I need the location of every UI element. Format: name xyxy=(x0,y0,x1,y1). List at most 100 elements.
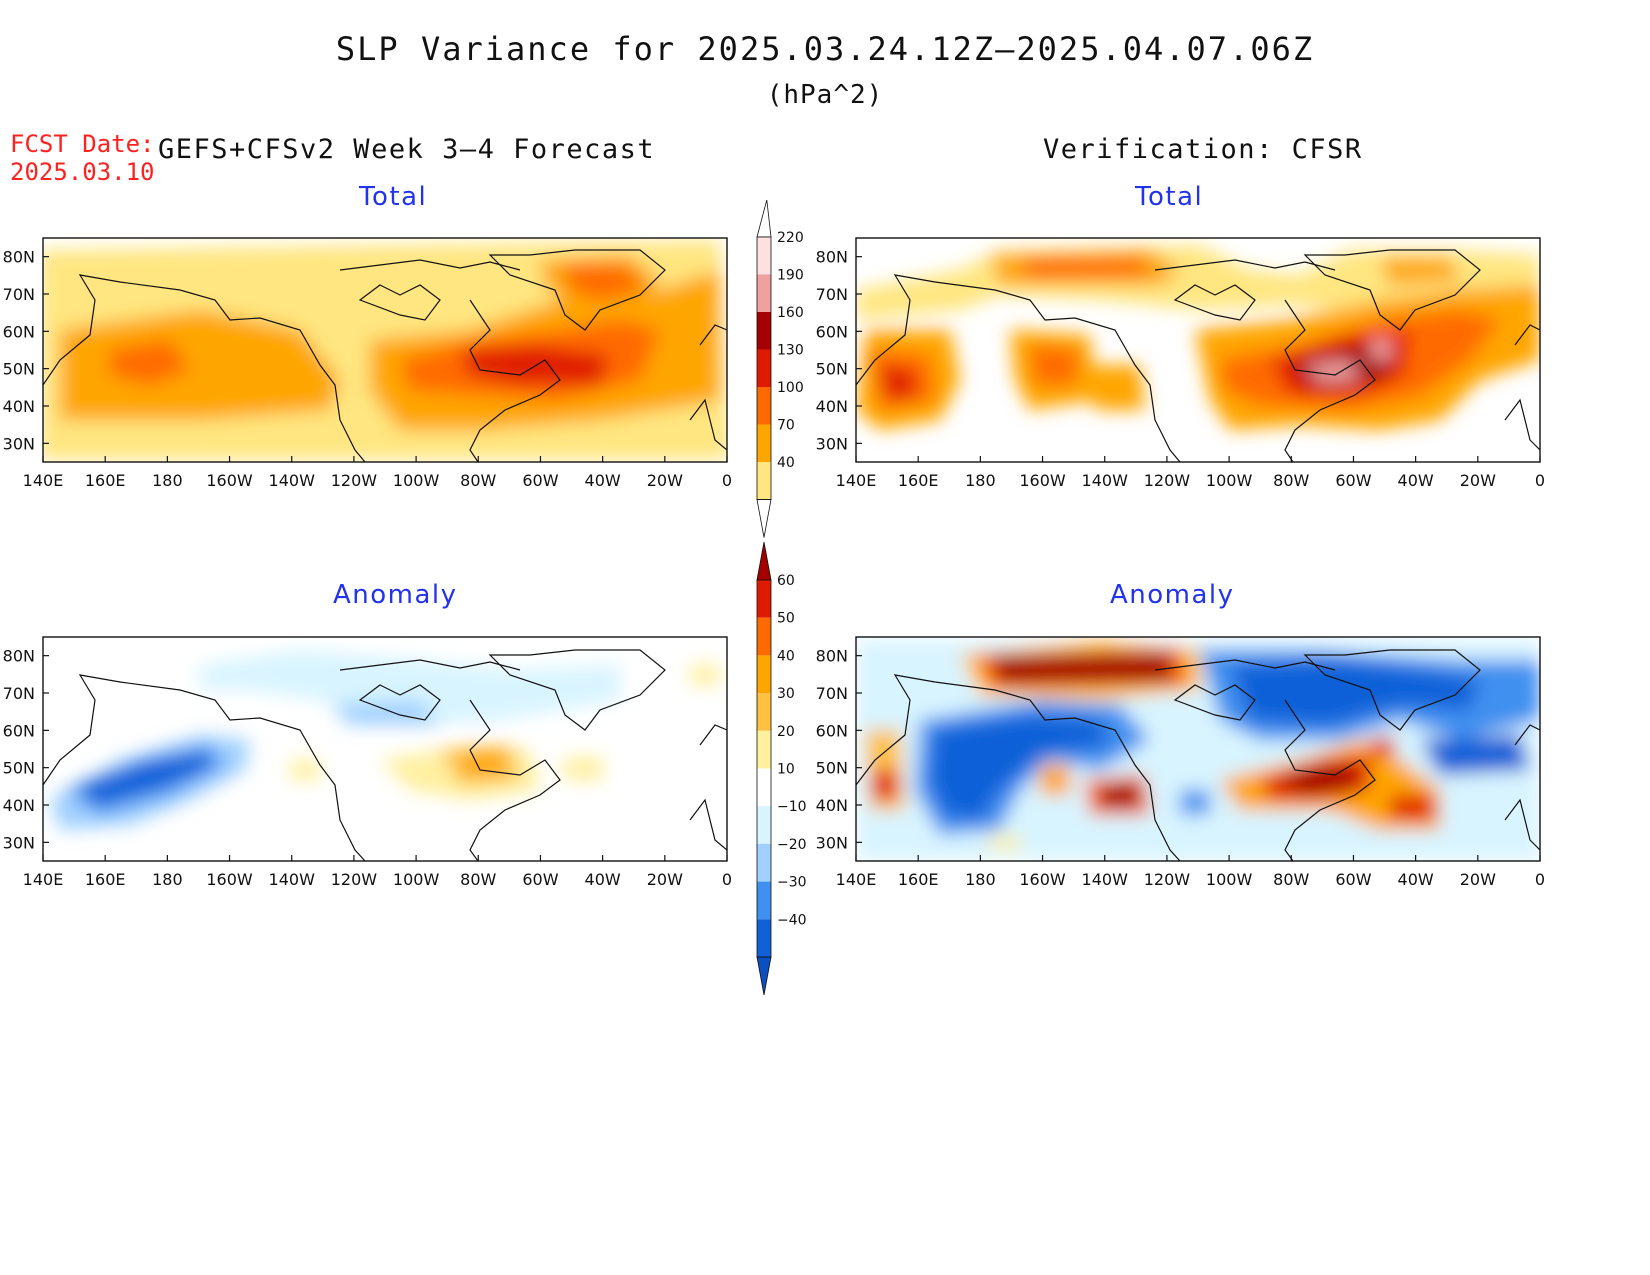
colorbar-label: 50 xyxy=(777,611,795,627)
lat-tick-label: 50N xyxy=(816,759,848,778)
lon-tick-label: 0 xyxy=(1535,870,1545,889)
colorbar-label: 190 xyxy=(777,268,804,284)
forecast-total-map: 140E 160E 180 160W 140W 120W 100W 80W 60W 40W 20W 0… xyxy=(3,237,732,490)
lat-tick-label: 30N xyxy=(3,833,35,852)
total-colorbar: 220 190 160 130 100 70 40 xyxy=(756,199,804,538)
lon-tick-label: 180 xyxy=(965,471,996,490)
colorbar-label: 130 xyxy=(777,343,804,359)
lon-tick-label: 20W xyxy=(647,870,683,889)
colorbar-label: 10 xyxy=(777,762,795,778)
lat-tick-label: 30N xyxy=(816,434,848,453)
lon-tick-label: 100W xyxy=(393,870,440,889)
left-column-header: GEFS+CFSv2 Week 3–4 Forecast xyxy=(158,134,656,165)
lon-tick-label: 120W xyxy=(331,471,378,490)
lat-tick-label: 40N xyxy=(3,397,35,416)
lon-tick-label: 160W xyxy=(206,870,253,889)
colorbar-label: 40 xyxy=(777,455,795,471)
colorbar-swatch xyxy=(757,730,771,769)
colorbar-top-arrow xyxy=(756,541,772,581)
lat-tick-label: 30N xyxy=(3,434,35,453)
verification-total-field xyxy=(856,245,1540,430)
colorbar-swatch xyxy=(757,655,771,694)
lon-tick-label: 140E xyxy=(836,471,877,490)
colorbar-swatch xyxy=(757,693,771,731)
forecast-anomaly-axes: 140E 160E 180 160W 140W 120W 100W 80W 60W 40W 20W 0… xyxy=(3,647,732,889)
lat-tick-label: 50N xyxy=(3,759,35,778)
lon-tick-label: 120W xyxy=(1144,471,1191,490)
colorbar-swatch xyxy=(757,424,771,462)
lon-tick-label: 180 xyxy=(152,870,183,889)
verification-anomaly-map: 140E 160E 180 160W 140W 120W 100W 80W 60W 40W 20W 0… xyxy=(816,636,1545,889)
colorbar-label: −20 xyxy=(777,837,807,853)
colorbar-swatch xyxy=(757,237,771,275)
forecast-anomaly-field xyxy=(50,650,720,830)
colorbar-frame xyxy=(756,236,772,500)
lat-tick-label: 70N xyxy=(3,285,35,304)
colorbar-swatch xyxy=(757,881,771,920)
verification-anomaly-label: Anomaly xyxy=(1110,580,1235,610)
verification-total-axes: 140E 160E 180 160W 140W 120W 100W 80W 60W 40W 20W 0… xyxy=(816,248,1545,490)
colorbar-swatch xyxy=(757,387,771,425)
forecast-total-frame xyxy=(42,237,728,463)
lon-tick-label: 180 xyxy=(152,471,183,490)
lat-tick-label: 70N xyxy=(816,285,848,304)
lon-tick-label: 0 xyxy=(722,870,732,889)
lon-tick-label: 160E xyxy=(898,471,939,490)
lat-tick-label: 70N xyxy=(3,684,35,703)
lon-tick-label: 140E xyxy=(836,870,877,889)
colorbar-swatch xyxy=(757,312,771,350)
colorbar-top-arrow xyxy=(756,199,772,238)
lat-tick-label: 40N xyxy=(816,796,848,815)
verification-anomaly-axes: 140E 160E 180 160W 140W 120W 100W 80W 60W 40W 20W 0… xyxy=(816,647,1545,889)
forecast-total-label: Total xyxy=(359,182,428,212)
colorbar-label: 60 xyxy=(777,573,795,589)
forecast-total-axes: 140E 160E 180 160W 140W 120W 100W 80W 60W 40W 20W 0… xyxy=(3,248,732,490)
lat-tick-label: 60N xyxy=(816,721,848,740)
lon-tick-label: 0 xyxy=(722,471,732,490)
colorbar-bottom-arrow xyxy=(756,499,772,538)
lon-tick-label: 160W xyxy=(206,471,253,490)
verification-anomaly-frame xyxy=(855,636,1541,862)
colorbar-label: −30 xyxy=(777,875,807,891)
lon-tick-label: 80W xyxy=(460,870,496,889)
lon-tick-label: 40W xyxy=(585,870,621,889)
colorbar-label: 70 xyxy=(777,418,795,434)
lon-tick-label: 40W xyxy=(1398,471,1434,490)
verification-total-coastlines xyxy=(856,249,1540,462)
verification-total-map: 140E 160E 180 160W 140W 120W 100W 80W 60W 40W 20W 0… xyxy=(816,237,1545,490)
lon-tick-label: 80W xyxy=(1273,870,1309,889)
lon-tick-label: 160E xyxy=(85,870,126,889)
lon-tick-label: 60W xyxy=(1335,471,1371,490)
right-column-header: Verification: CFSR xyxy=(1043,134,1363,165)
colorbar-label: 40 xyxy=(777,648,795,664)
colorbar-label: −40 xyxy=(777,912,807,928)
verification-anomaly-coastlines xyxy=(856,649,1540,861)
lon-tick-label: 20W xyxy=(1460,870,1496,889)
verification-total-label: Total xyxy=(1135,182,1204,212)
lat-tick-label: 80N xyxy=(3,248,35,267)
colorbar-swatch xyxy=(757,768,771,807)
lon-tick-label: 140W xyxy=(1082,870,1129,889)
colorbar-swatch xyxy=(757,617,771,656)
fcst-date-label: FCST Date: xyxy=(10,130,155,158)
lat-tick-label: 60N xyxy=(816,322,848,341)
colorbar-swatch xyxy=(757,580,771,618)
lon-tick-label: 80W xyxy=(1273,471,1309,490)
colorbar-bottom-arrow xyxy=(756,956,772,996)
lon-tick-label: 0 xyxy=(1535,471,1545,490)
lon-tick-label: 80W xyxy=(460,471,496,490)
forecast-anomaly-coastlines xyxy=(43,649,727,861)
lon-tick-label: 100W xyxy=(1206,870,1253,889)
lat-tick-label: 60N xyxy=(3,322,35,341)
lon-tick-label: 160E xyxy=(85,471,126,490)
lat-tick-label: 80N xyxy=(816,647,848,666)
lon-tick-label: 140W xyxy=(1082,471,1129,490)
lat-tick-label: 60N xyxy=(3,721,35,740)
verification-anomaly-field xyxy=(856,640,1540,860)
lon-tick-label: 160W xyxy=(1019,471,1066,490)
lon-tick-label: 140W xyxy=(269,870,316,889)
verification-total-frame xyxy=(855,237,1541,463)
lon-tick-label: 160E xyxy=(898,870,939,889)
forecast-total-coastlines xyxy=(43,249,727,462)
lat-tick-label: 40N xyxy=(816,397,848,416)
